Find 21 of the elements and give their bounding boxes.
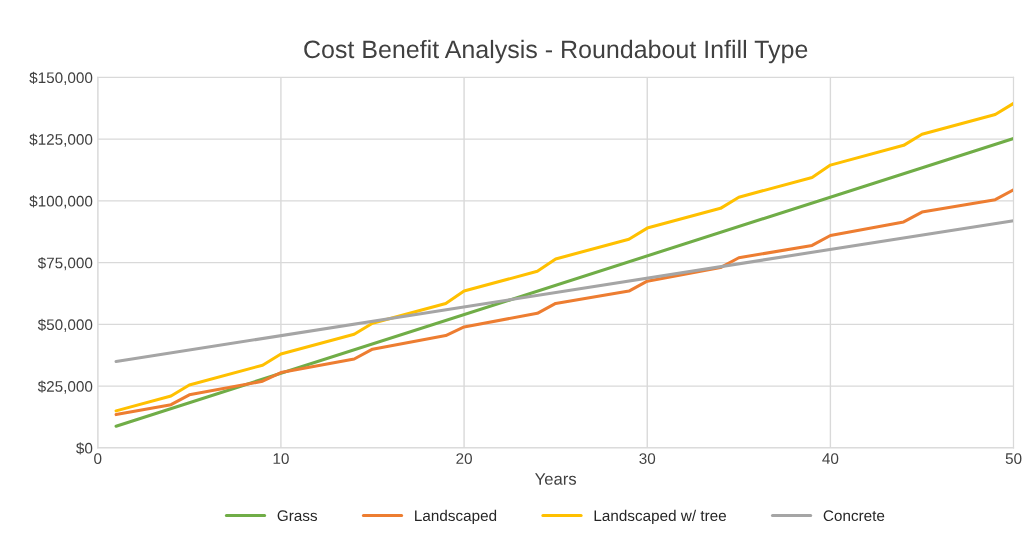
x-tick-label: 20 [456,453,472,465]
line-series [114,188,1014,417]
x-tick-label: 30 [639,453,656,465]
line-series [114,101,1014,413]
legend-label: Landscaped [415,509,497,525]
chart-title: Cost Benefit Analysis - Roundabout Infill Type [304,39,808,64]
y-tick-label: $75,000 [37,256,93,271]
y-tick-label: $100,000 [29,195,93,209]
y-tick-label: $50,000 [37,318,93,332]
y-tick-label: $25,000 [37,380,93,394]
x-tick-label: 0 [94,453,102,465]
legend-label: Grass [277,510,318,522]
legend-label: Landscaped w/ tree [594,509,726,525]
x-tick-label: 40 [822,453,839,465]
x-tick-label: 50 [1005,453,1022,465]
legend-label: Concrete [823,510,885,522]
x-tick-label: 10 [273,453,289,465]
y-tick-label: $0 [76,442,93,455]
y-tick-label: $125,000 [29,133,93,147]
y-tick-label: $150,000 [29,71,93,85]
x-axis-title: Years [535,473,577,485]
